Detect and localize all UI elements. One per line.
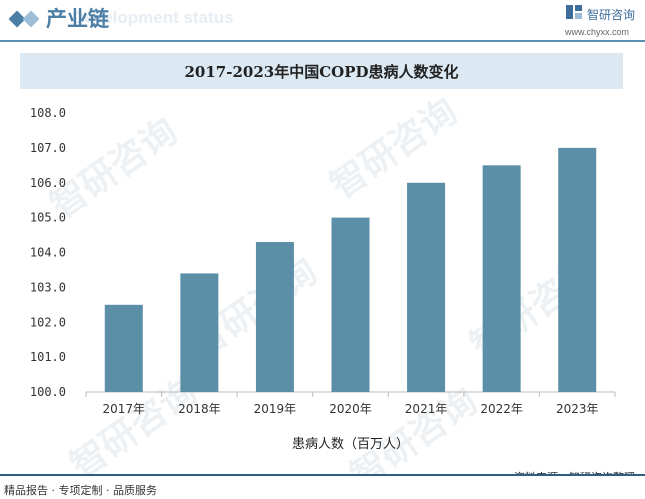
x-tick-label: 2022年 — [480, 402, 523, 416]
y-tick-label: 104.0 — [30, 246, 66, 260]
y-tick-label: 103.0 — [30, 280, 66, 294]
bar — [558, 147, 597, 392]
bar — [482, 165, 521, 392]
x-tick-label: 2018年 — [178, 402, 221, 416]
header: Development status 产业链 智研咨询 www.chyxx.co… — [0, 0, 645, 40]
y-tick-label: 100.0 — [30, 385, 66, 399]
diamond-icon — [8, 6, 42, 36]
brand-logo: 智研咨询 www.chyxx.com — [565, 4, 635, 37]
x-tick-label: 2017年 — [103, 402, 146, 416]
chart-title: 2017-2023年中国COPD患病人数变化 — [184, 63, 459, 81]
footer-slogan: 精品报告 · 专项定制 · 品质服务 — [4, 484, 157, 497]
y-tick-label: 107.0 — [30, 141, 66, 155]
bar — [104, 304, 143, 392]
logo-icon — [565, 4, 583, 24]
y-tick-label: 106.0 — [30, 176, 66, 190]
footer-bar — [0, 476, 645, 498]
header-background-text: Development status — [72, 8, 234, 27]
header-divider — [0, 40, 645, 42]
bar — [331, 217, 370, 392]
x-tick-label: 2023年 — [556, 402, 599, 416]
bar — [407, 182, 446, 392]
y-tick-label: 102.0 — [30, 315, 66, 329]
y-tick-label: 105.0 — [30, 211, 66, 225]
x-tick-label: 2020年 — [329, 402, 372, 416]
bar — [255, 242, 294, 392]
section-title: 产业链 — [46, 6, 109, 31]
y-tick-label: 101.0 — [30, 350, 66, 364]
x-tick-label: 2019年 — [254, 402, 297, 416]
logo-name: 智研咨询 — [586, 7, 635, 22]
x-tick-label: 2021年 — [405, 402, 448, 416]
y-tick-label: 108.0 — [30, 106, 66, 120]
legend-label: 患病人数（百万人） — [292, 437, 409, 452]
chart-title-band: 2017-2023年中国COPD患病人数变化 — [20, 53, 623, 89]
bar — [180, 273, 219, 392]
footer-divider — [0, 474, 645, 476]
logo-url: www.chyxx.com — [564, 27, 629, 37]
